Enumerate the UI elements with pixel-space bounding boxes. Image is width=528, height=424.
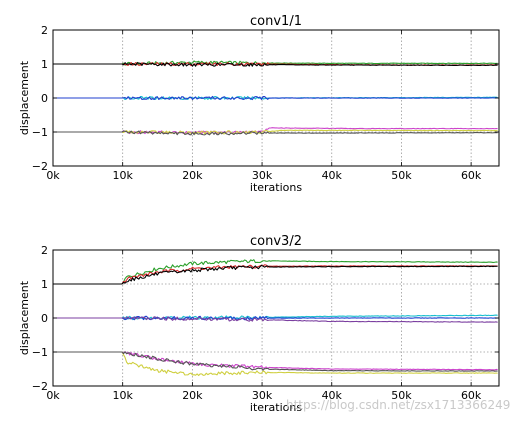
y-tick-label: 1 [41, 58, 48, 71]
series-line [53, 264, 498, 285]
x-tick-label: 60k [461, 389, 482, 402]
series-line [53, 315, 498, 321]
x-tick-label: 0k [46, 389, 60, 402]
x-axis-label: iterations [250, 181, 302, 194]
y-axis-label: displacement [18, 60, 31, 135]
y-tick-label: 1 [41, 278, 48, 291]
series-line [53, 351, 498, 377]
x-tick-label: 30k [252, 169, 273, 182]
y-tick-label: 0 [41, 92, 48, 105]
chart-conv3-2: 0k 10k 20k 30k 40k 50k 60k −2 −1 0 1 2 conv3/2 iterat… [18, 234, 500, 414]
x-tick-label: 20k [182, 169, 203, 182]
chart-conv1-1: 0k 10k 20k 30k 40k 50k 60k −2 −1 0 1 2 conv1/1 iterat… [18, 14, 500, 194]
series-line [53, 130, 498, 136]
series-group [53, 259, 498, 377]
y-tick-label: 2 [41, 244, 48, 257]
chart-title: conv1/1 [250, 14, 302, 29]
x-tick-label: 40k [322, 389, 343, 402]
y-tick-label: 0 [41, 312, 48, 325]
y-tick-label: −1 [32, 126, 48, 139]
x-tick-label: 40k [322, 169, 343, 182]
x-tick-label: 10k [113, 389, 134, 402]
chart-title: conv3/2 [250, 234, 302, 249]
series-line [53, 316, 498, 323]
series-group [53, 60, 498, 136]
series-line [53, 264, 498, 285]
series-line [53, 314, 498, 321]
x-tick-label: 30k [252, 389, 273, 402]
series-line [53, 60, 498, 66]
y-axis-label: displacement [18, 280, 31, 355]
x-tick-label: 60k [461, 169, 482, 182]
x-tick-label: 0k [46, 169, 60, 182]
x-tick-label: 50k [391, 389, 412, 402]
y-tick-label: −1 [32, 346, 48, 359]
y-tick-label: −2 [32, 380, 48, 393]
series-line [53, 129, 498, 135]
x-tick-label: 50k [391, 169, 412, 182]
series-line [53, 62, 498, 67]
series-line [53, 351, 498, 372]
y-tick-label: −2 [32, 160, 48, 173]
x-tick-label: 10k [113, 169, 134, 182]
series-line [53, 259, 498, 285]
series-line [53, 351, 498, 371]
watermark: https://blog.csdn.net/zsx1713366249 [286, 398, 511, 412]
y-tick-label: 2 [41, 24, 48, 37]
series-line [53, 95, 498, 101]
x-axis-label: iterations [250, 401, 302, 414]
x-tick-label: 20k [182, 389, 203, 402]
